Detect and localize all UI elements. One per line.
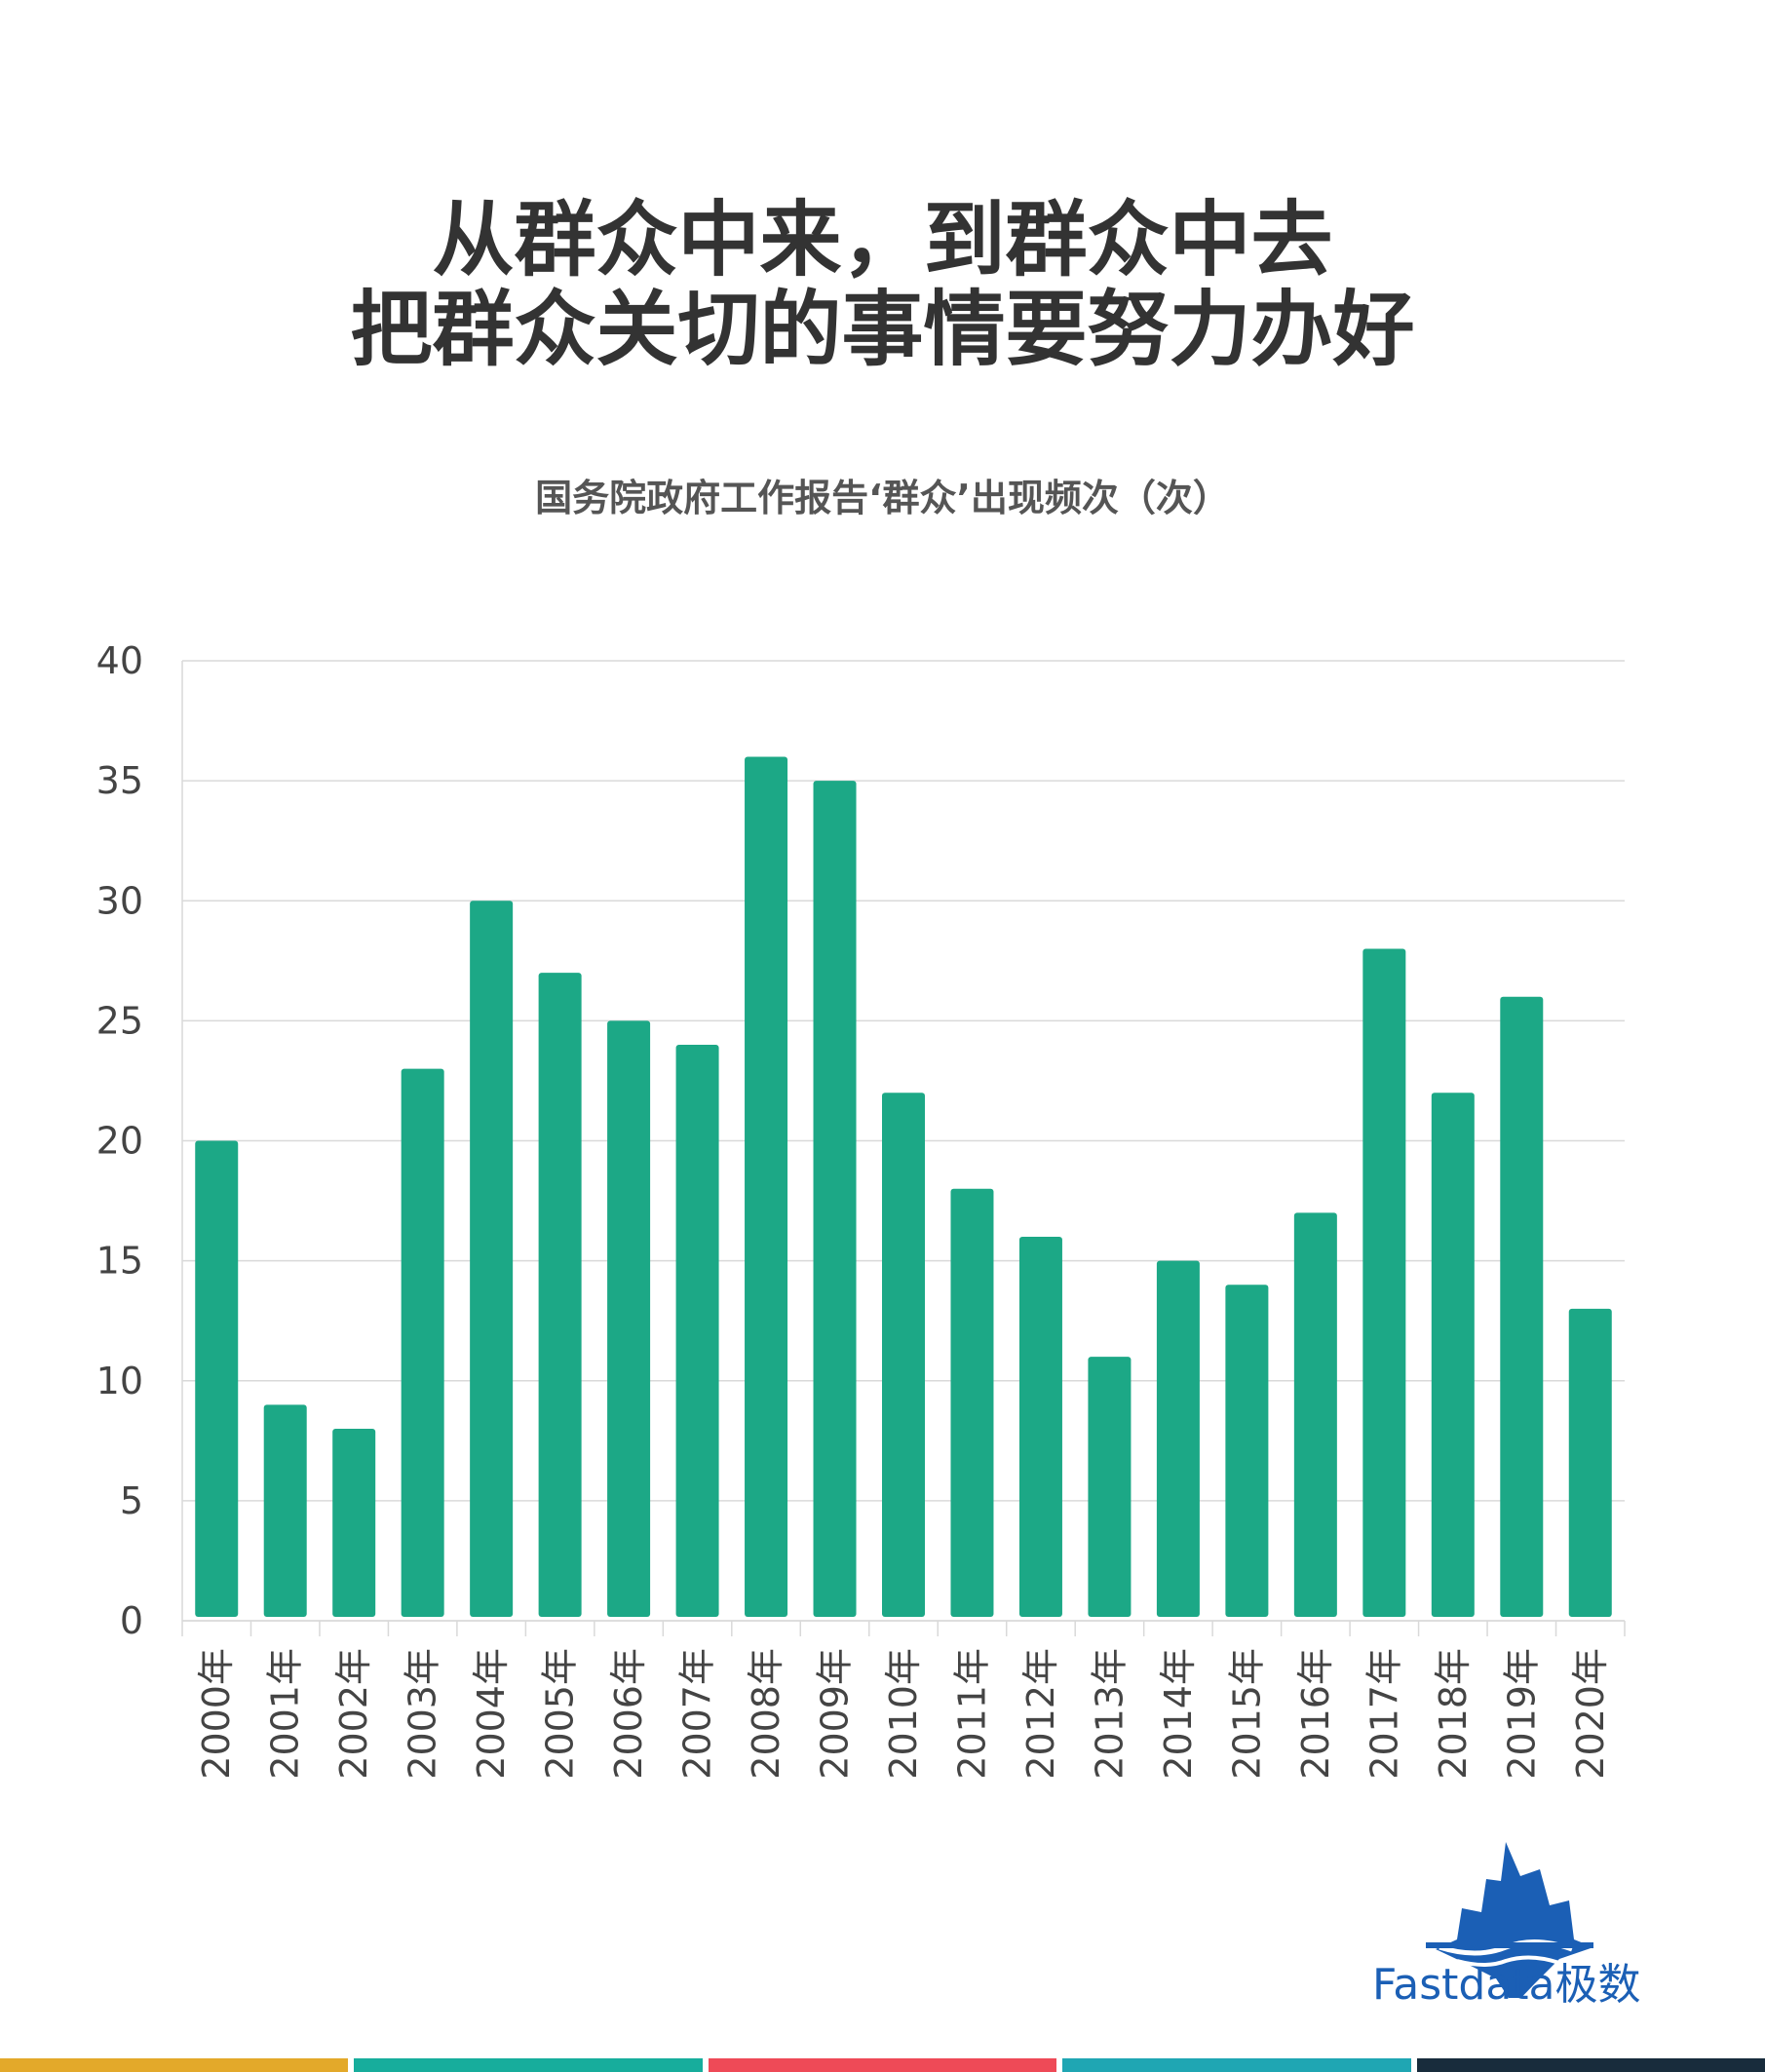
x-tick-label: 2006年 bbox=[607, 1648, 650, 1780]
x-tick-label: 2008年 bbox=[745, 1648, 787, 1780]
y-tick-label: 25 bbox=[96, 999, 143, 1042]
title-line-2: 把群众关切的事情要努力办好 bbox=[350, 282, 1415, 377]
y-tick-label: 20 bbox=[96, 1120, 143, 1163]
y-tick-label: 30 bbox=[96, 879, 143, 922]
x-tick-label: 2000年 bbox=[195, 1648, 238, 1780]
footer-segment bbox=[1416, 2058, 1765, 2072]
x-tick-label: 2010年 bbox=[882, 1648, 925, 1780]
bar bbox=[1293, 1212, 1337, 1617]
x-tick-label: 2001年 bbox=[264, 1648, 307, 1780]
x-tick-label: 2017年 bbox=[1362, 1648, 1405, 1780]
x-tick-label: 2019年 bbox=[1500, 1648, 1543, 1780]
footer-segment bbox=[354, 2058, 703, 2072]
y-tick-label: 15 bbox=[96, 1240, 143, 1283]
bar bbox=[1362, 948, 1406, 1617]
bar bbox=[1225, 1285, 1269, 1617]
bar bbox=[1088, 1357, 1132, 1617]
chart-subtitle: 国务院政府工作报告‘群众’出现频次（次） bbox=[535, 477, 1230, 519]
x-tick-label: 2016年 bbox=[1294, 1648, 1337, 1780]
fastdata-logo-icon bbox=[1426, 1842, 1593, 1998]
bar bbox=[950, 1188, 994, 1617]
x-tick-label: 2002年 bbox=[332, 1648, 375, 1780]
bar bbox=[675, 1045, 719, 1617]
bar bbox=[745, 756, 788, 1617]
x-tick-label: 2004年 bbox=[470, 1648, 513, 1780]
x-tick-label: 2018年 bbox=[1432, 1648, 1475, 1780]
bar bbox=[470, 901, 514, 1617]
x-tick-label: 2013年 bbox=[1088, 1648, 1131, 1780]
bar bbox=[1568, 1308, 1612, 1617]
x-tick-label: 2020年 bbox=[1569, 1648, 1612, 1780]
footer-color-bar bbox=[0, 2058, 1765, 2072]
bar bbox=[882, 1093, 925, 1617]
bar bbox=[538, 973, 582, 1617]
y-tick-label: 0 bbox=[120, 1599, 143, 1642]
x-tick-label: 2005年 bbox=[539, 1648, 582, 1780]
bar bbox=[607, 1020, 651, 1617]
footer-segment bbox=[708, 2058, 1057, 2072]
x-tick-label: 2014年 bbox=[1157, 1648, 1200, 1780]
footer-segment bbox=[0, 2058, 349, 2072]
x-tick-label: 2012年 bbox=[1019, 1648, 1062, 1780]
bar bbox=[195, 1140, 239, 1617]
x-tick-label: 2015年 bbox=[1225, 1648, 1268, 1780]
y-tick-label: 35 bbox=[96, 759, 143, 802]
brand-name: Fastdata极数 bbox=[1372, 1960, 1641, 2010]
bar bbox=[1018, 1237, 1062, 1617]
x-tick-label: 2009年 bbox=[814, 1648, 857, 1780]
bar bbox=[813, 781, 857, 1617]
x-tick-label: 2003年 bbox=[402, 1648, 444, 1780]
bar bbox=[1431, 1093, 1475, 1617]
x-tick-label: 2007年 bbox=[676, 1648, 719, 1780]
y-tick-label: 40 bbox=[96, 639, 143, 682]
bar bbox=[1500, 996, 1544, 1617]
y-tick-label: 10 bbox=[96, 1360, 143, 1402]
bar bbox=[332, 1429, 376, 1617]
bar-chart: 0 5 10 15 20 25 30 35 40 2000年 2001年 2002年 2003年 2004… bbox=[96, 639, 1626, 1780]
chart-title-block: 从群众中来，到群众中去 把群众关切的事情要努力办好 bbox=[0, 195, 1765, 374]
bar bbox=[1156, 1260, 1200, 1617]
y-tick-label: 5 bbox=[120, 1479, 143, 1522]
x-tick-label: 2011年 bbox=[950, 1648, 993, 1780]
bar bbox=[401, 1068, 444, 1617]
title-line-1: 从群众中来，到群众中去 bbox=[432, 192, 1333, 288]
footer-segment bbox=[1062, 2058, 1411, 2072]
bar bbox=[263, 1404, 307, 1617]
